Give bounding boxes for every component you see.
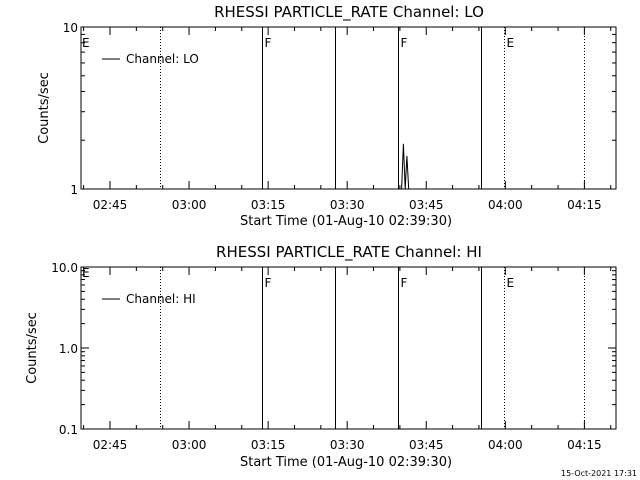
- marker-label: E: [507, 276, 515, 290]
- y-tick-label: 10: [63, 21, 78, 35]
- x-tick-label: 02:45: [93, 438, 128, 452]
- marker-label: F: [265, 36, 272, 50]
- chart-title: RHESSI PARTICLE_RATE Channel: LO: [214, 3, 484, 22]
- y-tick-label: 0.1: [59, 423, 78, 437]
- x-tick-label: 03:15: [251, 198, 286, 212]
- x-tick-label: 02:45: [93, 198, 128, 212]
- series-line: [401, 143, 411, 190]
- y-tick-label: 1.0: [59, 342, 78, 356]
- y-tick-label: 10.0: [51, 261, 78, 275]
- chart-panel-lo: RHESSI PARTICLE_RATE Channel: LO 02:45 03…: [37, 3, 617, 229]
- generated-timestamp: 15-Oct-2021 17:31: [561, 469, 637, 478]
- x-ticks: 02:45 03:00 03:15 03:30 03:45 04:00 04:15: [83, 267, 612, 452]
- x-tick-label: 03:00: [172, 198, 207, 212]
- x-tick-label: 03:30: [330, 198, 365, 212]
- x-tick-label: 03:15: [251, 438, 286, 452]
- plot-frame: [80, 26, 617, 190]
- chart-panel-hi: RHESSI PARTICLE_RATE Channel: HI 02:45 03…: [25, 243, 617, 470]
- marker-label: F: [265, 276, 272, 290]
- x-tick-label: 04:15: [567, 198, 602, 212]
- marker-label: F: [401, 36, 408, 50]
- x-tick-label: 04:15: [567, 438, 602, 452]
- legend-label: Channel: HI: [126, 292, 196, 306]
- data-series: [401, 143, 411, 190]
- edge-label-left: E: [82, 266, 90, 280]
- x-tick-label: 03:30: [330, 438, 365, 452]
- marker-label: E: [507, 36, 515, 50]
- y-axis-label: Counts/sec: [25, 312, 40, 384]
- y-ticks: 0.1 1.0 10.0: [51, 261, 616, 437]
- chart-title: RHESSI PARTICLE_RATE Channel: HI: [216, 243, 482, 262]
- y-tick-label: 1: [70, 183, 78, 197]
- legend-label: Channel: LO: [126, 52, 199, 66]
- x-tick-label: 03:00: [172, 438, 207, 452]
- x-tick-label: 04:00: [488, 198, 523, 212]
- x-tick-label: 04:00: [488, 438, 523, 452]
- edge-label-left: E: [82, 36, 90, 50]
- x-axis-label: Start Time (01-Aug-10 02:39:30): [240, 455, 452, 470]
- x-tick-label: 03:45: [409, 198, 444, 212]
- x-ticks: 02:45 03:00 03:15 03:30 03:45 04:00 04:15: [83, 27, 612, 212]
- marker-label: F: [401, 276, 408, 290]
- x-axis-label: Start Time (01-Aug-10 02:39:30): [240, 214, 452, 229]
- y-ticks: 1 10: [63, 21, 616, 197]
- y-axis-label: Counts/sec: [37, 72, 52, 144]
- x-tick-label: 03:45: [409, 438, 444, 452]
